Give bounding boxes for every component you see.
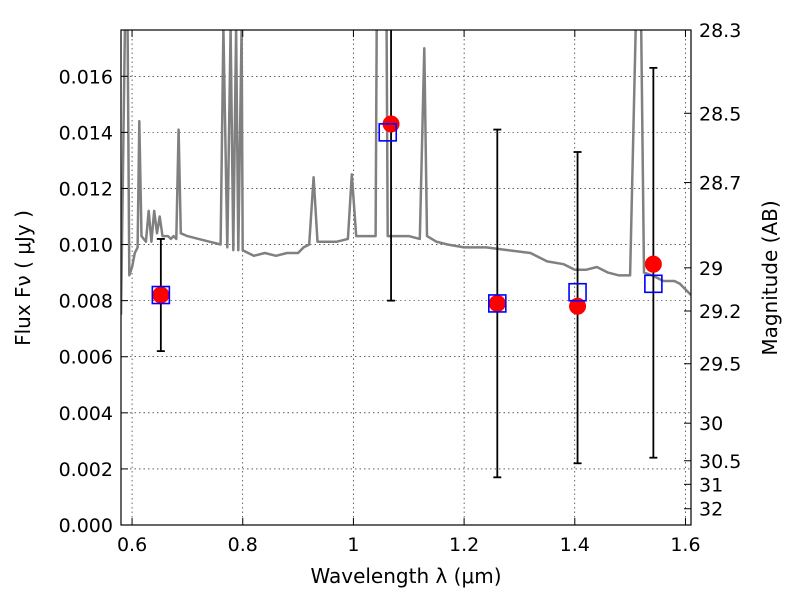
right-tick-label: 32: [699, 499, 723, 521]
observed-point: [644, 255, 662, 273]
model-point: [378, 123, 398, 142]
model-point: [151, 285, 171, 305]
right-axis-label: Magnitude (AB): [758, 200, 782, 355]
y-tick-label: 0.002: [59, 459, 113, 481]
grid: [121, 30, 691, 526]
plot-frame: [120, 29, 692, 526]
right-tick-label: 29.2: [699, 301, 741, 323]
y-tick-label: 0.000: [59, 515, 113, 537]
observed-point: [569, 297, 587, 315]
observed-point: [152, 286, 170, 304]
right-tick-label: 29: [699, 258, 723, 280]
right-tick-label: 28.3: [699, 20, 741, 42]
right-tick-label: 30.5: [699, 451, 741, 473]
y-tick-label: 0.012: [59, 178, 113, 200]
y-tick-label: 0.010: [59, 235, 113, 257]
y-tick-label: 0.006: [59, 347, 113, 369]
right-tick-label: 28.5: [699, 103, 741, 125]
right-tick-label: 29.5: [699, 354, 741, 376]
y-tick-label: 0.016: [59, 66, 113, 88]
y-tick-label: 0.008: [59, 291, 113, 313]
axes: 0.6 0.8 1 1.2 1.4 1.6 0.000 0.002 0.004 0.006 0.00…: [59, 20, 742, 556]
y-tick-label: 0.004: [59, 403, 113, 425]
observed-point: [488, 294, 506, 312]
right-tick-label: 28.7: [699, 173, 741, 195]
x-tick-label: 0.8: [228, 534, 258, 556]
y-tick-label: 0.014: [59, 122, 113, 144]
x-tick-label: 0.6: [117, 534, 147, 556]
spectrum-line: [121, 30, 691, 315]
x-tick-label: 1.2: [449, 534, 479, 556]
right-tick-label: 30: [699, 413, 723, 435]
y-axis-label: Flux Fν ( μJy ): [11, 210, 35, 346]
model-point: [568, 282, 587, 302]
x-tick-label: 1.6: [670, 534, 700, 556]
x-axis-label: Wavelength λ (μm): [310, 564, 501, 588]
plot-area: [121, 30, 691, 479]
right-tick-label: 31: [699, 474, 723, 496]
model-point: [488, 294, 507, 313]
x-tick-label: 1.4: [560, 534, 590, 556]
x-tick-label: 1: [347, 534, 359, 556]
model-point: [644, 274, 663, 294]
